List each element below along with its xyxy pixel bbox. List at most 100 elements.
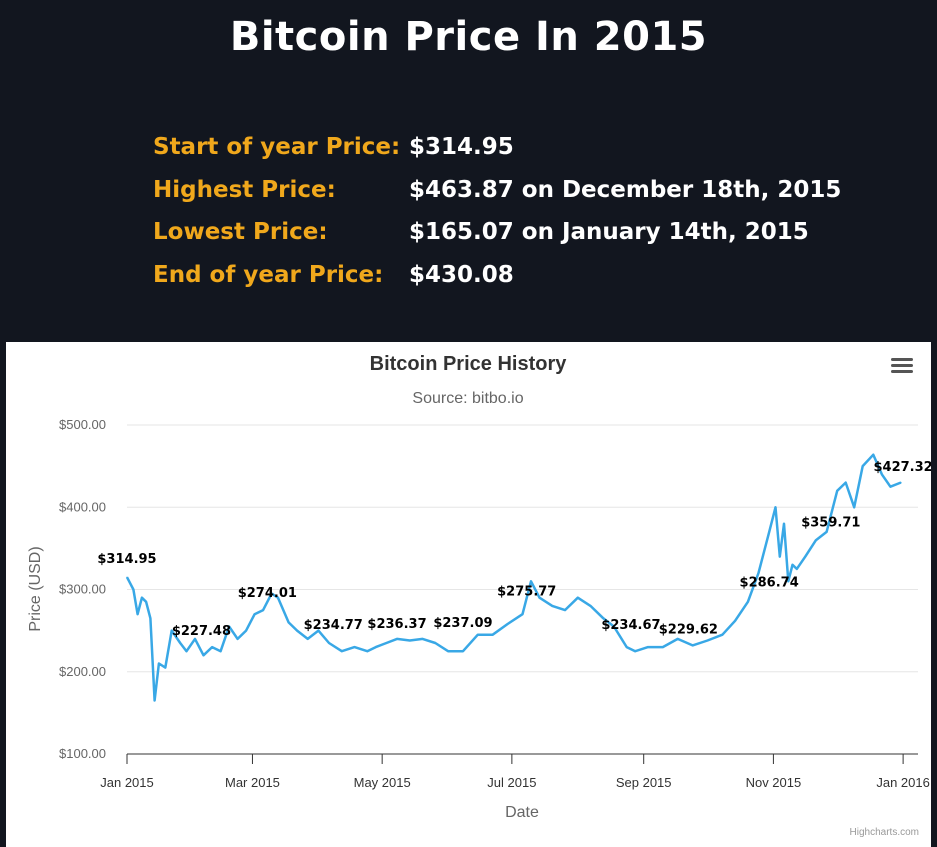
- price-point: [228, 625, 230, 628]
- price-point: [602, 617, 604, 619]
- price-point: [270, 593, 273, 595]
- x-tick-label: May 2015: [354, 775, 411, 790]
- data-label: $236.37: [367, 617, 426, 632]
- price-point: [179, 642, 181, 644]
- price-point: [245, 630, 247, 632]
- price-point: [900, 481, 902, 484]
- price-point: [145, 601, 147, 603]
- price-point: [677, 638, 679, 640]
- price-point: [262, 609, 264, 611]
- price-point: [613, 625, 615, 628]
- price-point: [872, 454, 874, 456]
- price-point: [194, 638, 196, 640]
- stat-label: Highest Price:: [153, 176, 336, 203]
- price-point: [634, 650, 636, 652]
- price-point: [211, 646, 213, 648]
- hamburger-menu-icon: [890, 358, 914, 373]
- data-label: $229.62: [659, 622, 718, 637]
- stat-row-end: End of year Price: $430.08: [153, 254, 841, 297]
- x-tick-label: Mar 2015: [225, 775, 280, 790]
- price-point: [734, 620, 736, 622]
- page-title: Bitcoin Price In 2015: [229, 14, 708, 60]
- stat-row-start: Start of year Price: $314.95: [153, 126, 841, 169]
- price-point: [836, 490, 838, 492]
- price-point: [421, 638, 424, 640]
- y-tick-label: $200.00: [59, 664, 106, 679]
- price-point: [768, 531, 770, 533]
- x-axis-title: Date: [505, 804, 539, 821]
- price-point: [288, 621, 290, 623]
- price-point: [236, 638, 239, 640]
- data-label: $359.71: [801, 515, 860, 530]
- price-point: [747, 601, 749, 603]
- stat-value: $165.07 on January 14th, 2015: [409, 219, 809, 246]
- price-point: [396, 638, 398, 640]
- price-point: [577, 597, 579, 599]
- x-tick-label: Nov 2015: [746, 775, 802, 790]
- x-tick-label: Jan 2016: [876, 775, 930, 790]
- y-tick-label: $500.00: [59, 417, 106, 432]
- price-point: [434, 642, 436, 644]
- price-point: [141, 597, 143, 599]
- price-point: [132, 588, 134, 591]
- price-point: [277, 597, 279, 599]
- price-point: [783, 523, 785, 525]
- price-point: [375, 646, 377, 648]
- price-point: [791, 564, 794, 566]
- price-point: [706, 639, 709, 642]
- data-label: $237.09: [433, 616, 492, 631]
- price-point: [317, 630, 319, 632]
- price-point: [328, 642, 330, 644]
- credits-link[interactable]: Highcharts.com: [849, 827, 919, 838]
- stat-value: $314.95: [409, 134, 514, 161]
- price-point: [815, 539, 817, 541]
- y-axis-title: Price (USD): [27, 546, 44, 631]
- data-label: $234.67: [601, 618, 660, 633]
- price-point: [164, 667, 166, 669]
- stat-label: End of year Price:: [153, 261, 384, 288]
- price-point: [774, 506, 777, 508]
- chart-subtitle: Source: bitbo.io: [412, 390, 523, 407]
- price-point: [551, 605, 553, 607]
- price-point: [538, 597, 541, 599]
- price-point: [202, 654, 205, 656]
- price-point: [530, 580, 532, 582]
- price-point: [881, 473, 883, 475]
- data-label: $275.77: [497, 584, 556, 599]
- price-point: [507, 623, 509, 625]
- chart-panel: Bitcoin Price History Source: bitbo.io $…: [6, 342, 931, 847]
- stat-value: $463.87 on December 18th, 2015: [409, 176, 842, 203]
- price-point: [154, 699, 156, 702]
- price-point: [662, 646, 664, 648]
- price-point: [253, 613, 256, 615]
- price-point: [219, 650, 222, 652]
- x-tick-label: Sep 2015: [616, 775, 672, 790]
- stat-row-highest: Highest Price: $463.87 on December 18th,…: [153, 169, 841, 212]
- price-chart: Bitcoin Price History Source: bitbo.io $…: [27, 353, 931, 821]
- price-point: [137, 613, 139, 615]
- price-point: [757, 572, 760, 574]
- price-point: [385, 642, 388, 644]
- stat-label: Lowest Price:: [153, 219, 328, 246]
- price-point: [171, 630, 173, 632]
- chart-menu-button[interactable]: [890, 356, 914, 376]
- data-label: $274.01: [238, 586, 297, 601]
- price-point: [804, 556, 806, 558]
- price-point: [647, 646, 649, 648]
- grid-lines: [127, 424, 918, 673]
- axes: $100.00 $200.00 $300.00 $400.00 $500.00 Jan 2…: [59, 417, 930, 790]
- data-label: $314.95: [97, 552, 156, 567]
- data-labels: $314.95 $227.48 $274.01 $234.77 $236.37 $237.…: [97, 460, 931, 639]
- price-point: [149, 617, 151, 619]
- y-tick-label: $400.00: [59, 499, 106, 514]
- price-point: [307, 638, 309, 640]
- price-point: [409, 639, 411, 642]
- y-tick-label: $100.00: [59, 746, 106, 761]
- price-point: [492, 634, 494, 636]
- price-point: [477, 634, 479, 636]
- price-point: [692, 644, 694, 647]
- stat-label: Start of year Price:: [153, 134, 401, 161]
- price-stats: Start of year Price: $314.95 Highest Pri…: [153, 126, 841, 296]
- price-point: [853, 506, 855, 508]
- price-point: [341, 650, 343, 652]
